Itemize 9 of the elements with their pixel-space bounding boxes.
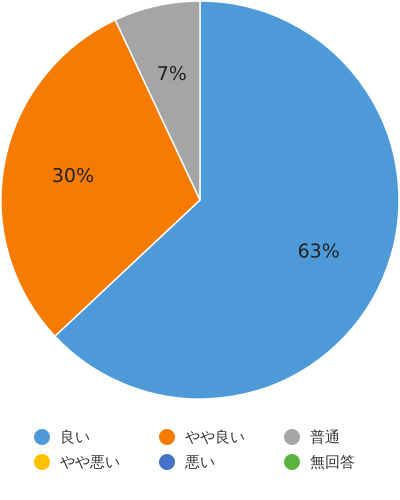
legend-label: やや良い — [185, 428, 245, 446]
legend-label: 普通 — [310, 428, 340, 446]
slice-label: 良い — [60, 428, 90, 446]
legend-label: 無回答 — [310, 453, 355, 471]
legend-label: やや悪い — [60, 453, 120, 471]
legend-label: 悪い — [184, 453, 215, 471]
data-label: 30% — [52, 164, 94, 187]
data-label: 63% — [298, 240, 340, 262]
data-label: 7% — [156, 62, 187, 85]
